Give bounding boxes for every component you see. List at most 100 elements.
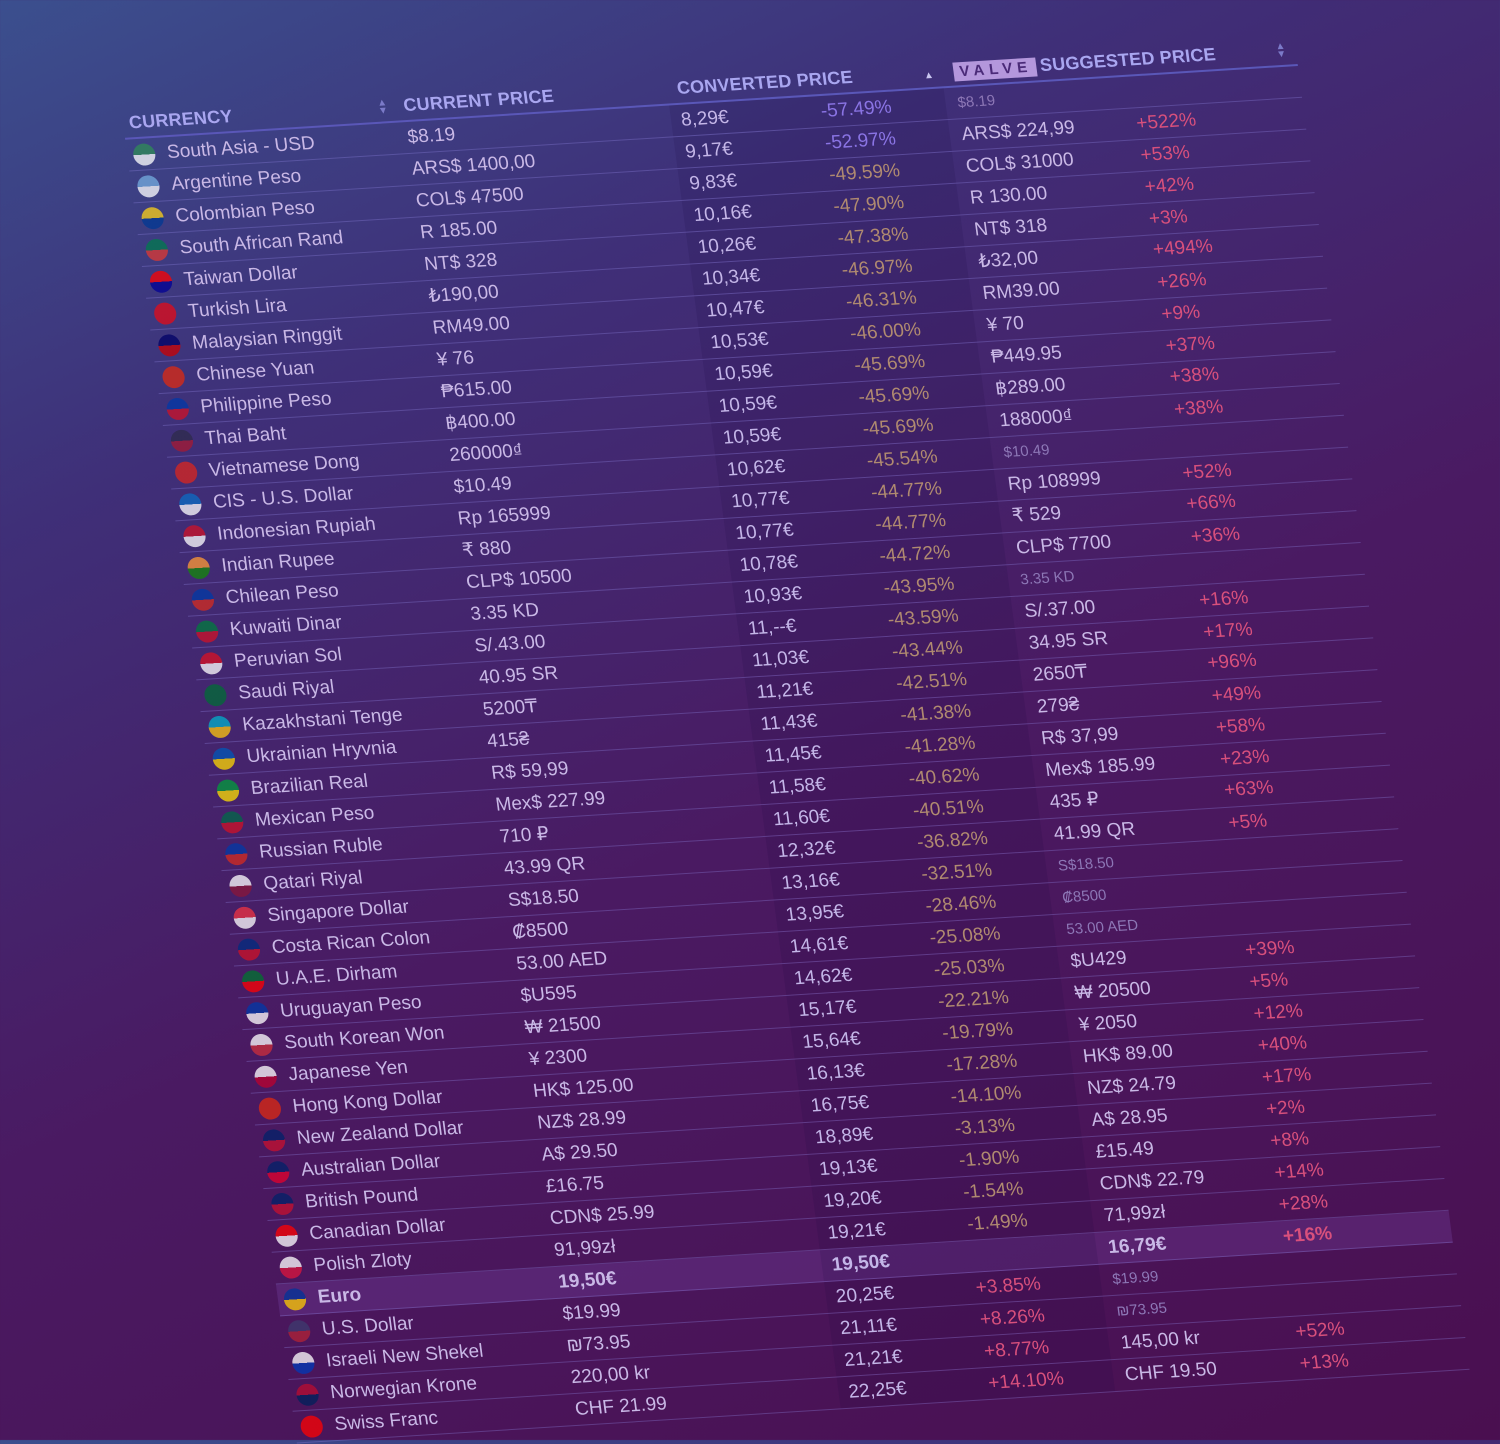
- converted-price: 19,20€: [822, 1186, 883, 1212]
- sort-icon[interactable]: ▲ ▼: [1274, 40, 1288, 61]
- currency-name: Kazakhstani Tenge: [241, 704, 404, 735]
- valve-suggested-price: ₡8500: [1061, 886, 1108, 907]
- valve-percent: +58%: [1214, 713, 1267, 738]
- valve-suggested-price: ¥ 2050: [1077, 1010, 1139, 1036]
- valve-percent: +494%: [1151, 235, 1215, 261]
- valve-percent: +38%: [1172, 395, 1225, 420]
- converted-price: 13,95€: [784, 900, 846, 926]
- converted-percent: -47.38%: [836, 223, 910, 249]
- converted-percent: -45.54%: [865, 445, 939, 472]
- currency-name: Canadian Dollar: [308, 1214, 447, 1244]
- converted-percent: -17.28%: [945, 1050, 1019, 1076]
- table-body: South Asia - USD $8.19 8,29€ -57.49% $8.…: [125, 65, 1470, 1444]
- currency-name: Australian Dollar: [299, 1150, 442, 1181]
- currency-name: South Asia - USD: [165, 132, 317, 163]
- valve-percent: +17%: [1202, 618, 1254, 643]
- valve-percent: +52%: [1294, 1318, 1346, 1343]
- valve-logo: VALVE: [952, 57, 1038, 82]
- converted-percent: -32.51%: [919, 859, 994, 885]
- currency-name: Ukrainian Hryvnia: [245, 736, 398, 767]
- flag-icon: [211, 746, 237, 770]
- converted-percent: -43.95%: [882, 573, 956, 599]
- valve-suggested-price: S$18.50: [1056, 854, 1115, 875]
- valve-suggested-price: $19.99: [1111, 1268, 1160, 1288]
- currency-name: Chinese Yuan: [195, 356, 316, 386]
- flag-icon: [140, 206, 166, 230]
- valve-percent: +26%: [1155, 268, 1208, 293]
- flag-icon: [152, 301, 178, 325]
- currency-name: Polish Zloty: [312, 1248, 414, 1276]
- converted-price: 10,59€: [717, 391, 779, 417]
- flag-icon: [249, 1032, 274, 1057]
- valve-suggested-price: $8.19: [956, 92, 997, 112]
- converted-price: 10,26€: [696, 232, 758, 258]
- valve-percent: +53%: [1139, 141, 1191, 166]
- valve-percent: +39%: [1243, 936, 1296, 961]
- valve-percent: +66%: [1185, 490, 1237, 515]
- converted-price: 12,32€: [776, 837, 837, 862]
- flag-icon: [269, 1191, 295, 1216]
- currency-name: Norwegian Krone: [329, 1372, 479, 1403]
- converted-price: 22,25€: [847, 1377, 908, 1403]
- currency-name: Indonesian Rupiah: [215, 513, 377, 545]
- valve-percent: +16%: [1281, 1222, 1334, 1247]
- converted-price: 10,53€: [709, 328, 770, 353]
- valve-suggested-price: ARS$ 224,99: [960, 116, 1076, 145]
- converted-percent: -41.38%: [898, 700, 973, 726]
- valve-percent: +8%: [1268, 1127, 1311, 1152]
- valve-percent: +14%: [1273, 1159, 1325, 1184]
- valve-suggested-price: R$ 37,99: [1039, 723, 1120, 749]
- valve-percent: +5%: [1248, 968, 1290, 993]
- flag-icon: [295, 1382, 320, 1406]
- currency-name: Uruguayan Peso: [278, 991, 423, 1022]
- flag-icon: [156, 333, 182, 357]
- valve-suggested-price: HK$ 89.00: [1081, 1040, 1175, 1067]
- converted-percent: -49.59%: [827, 159, 902, 186]
- converted-percent: -1.54%: [961, 1177, 1025, 1203]
- converted-price: 10,62€: [725, 455, 787, 481]
- currency-name: Philippine Peso: [199, 387, 333, 417]
- currency-name: Chilean Peso: [224, 579, 340, 608]
- flag-icon: [253, 1064, 279, 1088]
- converted-price: 18,89€: [813, 1123, 875, 1148]
- valve-suggested-price: NT$ 318: [972, 214, 1049, 241]
- flag-icon: [161, 365, 186, 389]
- valve-suggested-price: 145,00 kr: [1119, 1327, 1202, 1354]
- flag-icon: [223, 842, 249, 866]
- valve-percent: +63%: [1222, 777, 1275, 801]
- flag-icon: [274, 1223, 299, 1247]
- currency-name: Saudi Riyal: [236, 676, 336, 704]
- flag-icon: [257, 1096, 283, 1120]
- converted-price: 10,47€: [704, 296, 766, 322]
- currency-name: Kuwaiti Dinar: [228, 611, 344, 640]
- currency-name: Hong Kong Dollar: [291, 1086, 444, 1117]
- converted-price: 21,21€: [843, 1345, 904, 1371]
- flag-icon: [240, 969, 266, 993]
- flag-icon: [173, 460, 199, 484]
- converted-percent: -36.82%: [915, 827, 990, 853]
- flag-icon: [194, 619, 220, 643]
- converted-price: 8,29€: [679, 106, 730, 131]
- sort-asc-icon[interactable]: ▲: [923, 69, 935, 82]
- converted-percent: -45.69%: [852, 350, 927, 376]
- valve-suggested-price: RM39.00: [981, 277, 1062, 304]
- valve-percent: +28%: [1277, 1190, 1330, 1215]
- flag-icon: [290, 1350, 316, 1375]
- flag-icon: [177, 492, 203, 516]
- valve-suggested-price: £15.49: [1094, 1137, 1156, 1163]
- valve-suggested-price: 16,79€: [1106, 1233, 1168, 1258]
- currency-name: Japanese Yen: [287, 1056, 410, 1085]
- valve-percent: +13%: [1298, 1349, 1351, 1374]
- flag-icon: [244, 1001, 270, 1025]
- valve-suggested-price: 279₴: [1035, 693, 1081, 718]
- currency-name: Israeli New Shekel: [324, 1340, 485, 1371]
- flag-icon: [169, 428, 195, 452]
- sort-icon[interactable]: ▲ ▼: [376, 97, 389, 117]
- currency-name: Colombian Peso: [174, 196, 317, 227]
- valve-percent: +5%: [1227, 809, 1269, 834]
- converted-percent: -57.49%: [819, 96, 893, 122]
- valve-suggested-price: 188000₫: [998, 405, 1074, 431]
- valve-percent: +23%: [1218, 745, 1271, 770]
- flag-icon: [265, 1160, 291, 1184]
- valve-percent: +3%: [1147, 205, 1189, 230]
